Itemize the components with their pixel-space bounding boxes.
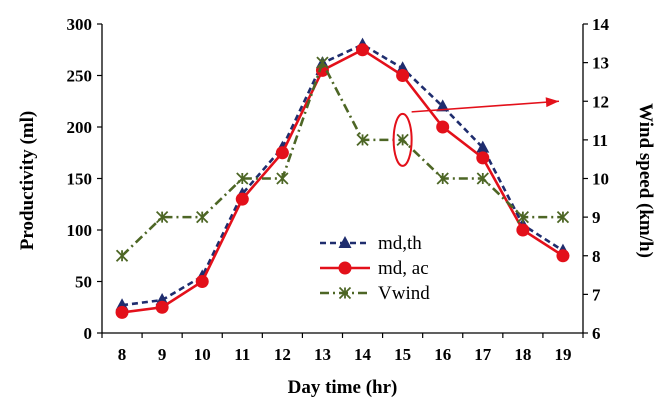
- data-point-circle: [275, 146, 289, 160]
- x-tick-label: 8: [118, 345, 127, 364]
- x-tick-label: 14: [354, 345, 372, 364]
- data-point-asterisk: [396, 133, 409, 147]
- data-point-asterisk: [436, 172, 449, 185]
- y-right-tick-label: 6: [592, 324, 601, 343]
- data-point-triangle: [436, 99, 450, 112]
- data-point-circle: [195, 275, 209, 288]
- data-point-asterisk: [338, 286, 352, 300]
- y-right-tick-label: 9: [592, 208, 601, 227]
- y-right-tick-label: 8: [592, 247, 601, 266]
- legend: md,th md, ac Vwind: [320, 233, 430, 304]
- y-axis-left-title: Productivity (ml): [17, 111, 38, 251]
- annotation-arrow-head: [545, 97, 559, 108]
- data-point-circle: [338, 261, 352, 275]
- x-tick-label: 13: [314, 345, 331, 364]
- y-left-tick-label: 0: [84, 324, 93, 343]
- data-point-asterisk: [196, 210, 209, 224]
- data-point-circle: [436, 120, 450, 134]
- data-point-asterisk: [356, 133, 369, 147]
- y-left-tick-label: 200: [67, 118, 93, 137]
- legend-label: Vwind: [378, 283, 430, 304]
- annotation: [392, 97, 560, 167]
- y-right-tick-label: 13: [592, 54, 609, 73]
- data-point-asterisk: [316, 56, 329, 69]
- series-line: [121, 43, 564, 307]
- data-point-circle: [115, 305, 129, 319]
- data-point-asterisk: [115, 249, 129, 262]
- legend-label: md, ac: [378, 258, 429, 279]
- data-point-asterisk: [516, 210, 530, 224]
- data-point-circle: [556, 249, 570, 263]
- x-tick-label: 11: [234, 345, 250, 364]
- x-tick-label: 10: [194, 345, 211, 364]
- series-line: [121, 59, 563, 257]
- x-tick-label: 12: [274, 345, 291, 364]
- data-point-asterisk: [556, 210, 570, 224]
- y-right-tick-label: 11: [592, 131, 608, 150]
- legend-entry: md,th: [320, 233, 422, 254]
- axes: [97, 23, 588, 338]
- data-point-asterisk: [155, 210, 169, 224]
- y-axis-right-title: Wind speed (km/h): [635, 103, 656, 258]
- y-left-tick-label: 300: [67, 15, 93, 34]
- x-axis-title: Day time (hr): [288, 377, 398, 398]
- data-point-circle: [476, 151, 490, 165]
- y-right-tick-label: 7: [592, 285, 601, 304]
- data-point-circle: [155, 300, 169, 314]
- y-left-tick-label: 100: [67, 221, 93, 240]
- data-point-circle: [356, 43, 370, 57]
- annotation-arrow-line: [411, 100, 560, 113]
- legend-entry: Vwind: [320, 283, 430, 304]
- y-right-tick-label: 12: [592, 92, 609, 111]
- data-point-circle: [396, 69, 410, 82]
- series-md-ac: [115, 43, 570, 319]
- x-tick-label: 16: [434, 345, 451, 364]
- annotation-ellipse: [392, 112, 413, 167]
- x-tick-label: 18: [514, 345, 531, 364]
- data-point-asterisk: [476, 172, 489, 185]
- data-point-triangle: [338, 236, 352, 248]
- legend-entry: md, ac: [320, 258, 429, 279]
- y-right-tick-label: 10: [592, 170, 609, 189]
- data-point-circle: [235, 192, 249, 206]
- series-line: [121, 48, 564, 314]
- y-left-tick-label: 150: [67, 170, 93, 189]
- data-point-triangle: [476, 140, 490, 153]
- y-left-tick-label: 50: [75, 273, 92, 292]
- x-tick-label: 15: [394, 345, 411, 364]
- tick-labels: 0 50 100 150 200 250 300 6 7 8 9 10 11 12 13 14 8 9 10 11 12…: [67, 15, 610, 364]
- data-point-circle: [516, 223, 530, 237]
- series-vwind: [115, 56, 570, 262]
- y-right-tick-label: 14: [592, 15, 610, 34]
- series-layer: [115, 37, 570, 319]
- data-point-asterisk: [276, 172, 289, 185]
- y-left-tick-label: 250: [67, 67, 93, 86]
- x-tick-label: 9: [158, 345, 167, 364]
- x-tick-label: 17: [474, 345, 492, 364]
- legend-label: md,th: [378, 233, 422, 254]
- x-tick-label: 19: [554, 345, 571, 364]
- data-point-asterisk: [236, 172, 249, 185]
